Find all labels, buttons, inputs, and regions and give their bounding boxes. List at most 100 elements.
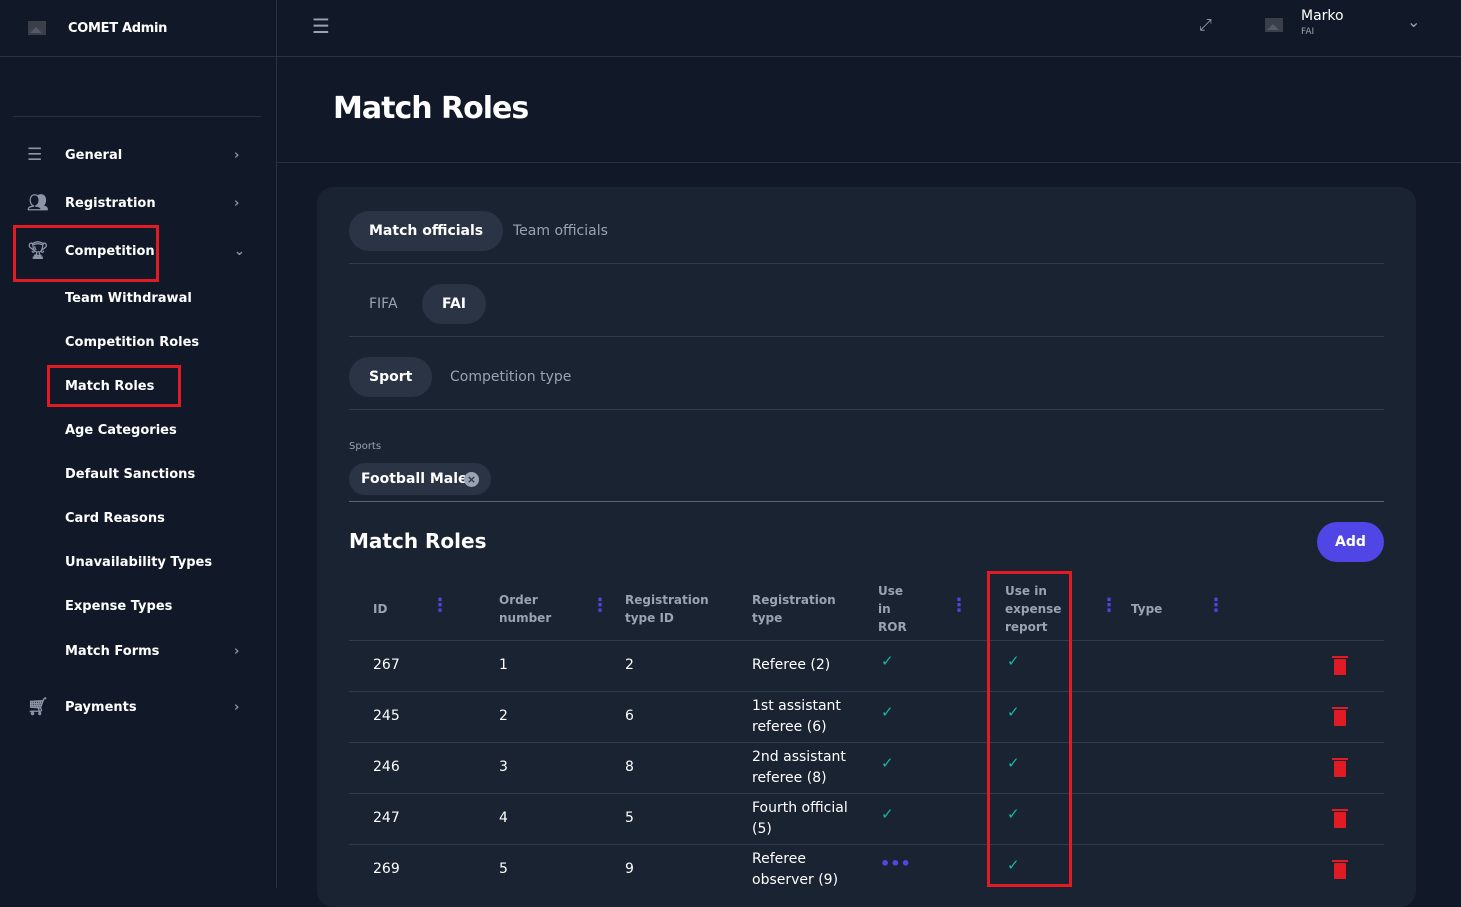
cell-reg-type-id: 2 — [625, 657, 634, 673]
close-icon[interactable]: × — [464, 471, 479, 487]
chevron-down-icon: ⌄ — [234, 243, 245, 259]
divider — [349, 409, 1384, 410]
tab-fifa[interactable]: FIFA — [369, 296, 398, 312]
top-bar: ☰ ⤢ Marko FAI ⌄ — [277, 0, 1461, 57]
user-name: Marko — [1301, 8, 1344, 24]
cell-reg-type-id: 5 — [625, 810, 634, 826]
highlight-box — [47, 365, 181, 407]
chevron-right-icon: › — [234, 699, 240, 715]
check-icon: ✓ — [881, 703, 894, 721]
sidebar-sub-unavailability-types[interactable]: Unavailability Types — [65, 555, 213, 570]
chevron-right-icon: › — [234, 195, 240, 211]
divider — [349, 263, 1384, 264]
check-icon: ✓ — [1007, 805, 1020, 823]
tab-match-officials[interactable]: Match officials — [349, 211, 504, 251]
cell-id: 269 — [373, 861, 400, 877]
cell-reg-type-id: 9 — [625, 861, 634, 877]
sidebar-sub-default-sanctions[interactable]: Default Sanctions — [65, 467, 196, 482]
sport-chip[interactable]: Football Male × — [349, 463, 491, 495]
tab-sport[interactable]: Sport — [349, 357, 433, 397]
chip-label: Football Male — [361, 471, 468, 487]
divider — [349, 742, 1384, 743]
section-title: Match Roles — [349, 529, 487, 553]
cell-reg-type-id: 8 — [625, 759, 634, 775]
tab-fai[interactable]: FAI — [422, 284, 487, 324]
check-icon: ✓ — [881, 754, 894, 772]
cell-reg-type: Referee (2) — [752, 657, 831, 673]
cell-order: 5 — [499, 861, 508, 877]
chevron-right-icon: › — [234, 643, 240, 659]
sliders-icon: ☰ — [27, 145, 43, 165]
divider — [349, 336, 1384, 337]
cell-order: 1 — [499, 657, 508, 673]
cell-reg-type-id: 6 — [625, 708, 634, 724]
highlight-box — [987, 571, 1072, 887]
cell-reg-type: 1st assistant referee (6) — [752, 698, 841, 735]
trash-icon[interactable] — [1332, 758, 1348, 777]
check-icon: ✓ — [1007, 652, 1020, 670]
cell-id: 247 — [373, 810, 400, 826]
cell-reg-type: Referee observer (9) — [752, 851, 839, 888]
cell-reg-type: 2nd assistant referee (8) — [752, 749, 846, 786]
check-icon: ✓ — [1007, 703, 1020, 721]
column-menu-icon[interactable]: ⋮ — [1207, 595, 1225, 616]
sidebar-sub-competition-roles[interactable]: Competition Roles — [65, 335, 200, 350]
sidebar-sub-age-categories[interactable]: Age Categories — [65, 423, 177, 438]
divider — [349, 793, 1384, 794]
brand: COMET Admin — [0, 0, 276, 57]
cell-id: 267 — [373, 657, 400, 673]
cell-id: 246 — [373, 759, 400, 775]
col-use-in-expense-report[interactable]: Use in expense report — [1005, 584, 1062, 634]
trash-icon[interactable] — [1332, 656, 1348, 675]
sidebar-sub-card-reasons[interactable]: Card Reasons — [65, 511, 165, 526]
fullscreen-icon[interactable]: ⤢ — [1199, 15, 1212, 34]
highlight-box — [13, 225, 159, 282]
trash-icon[interactable] — [1332, 707, 1348, 726]
sidebar-item-competition[interactable]: 🏆︎ Competition ⌄ — [27, 241, 245, 261]
chevron-down-icon[interactable]: ⌄ — [1407, 12, 1421, 31]
sidebar-item-registration[interactable]: 👥︎ Registration › — [27, 193, 240, 213]
add-button[interactable]: Add — [1317, 522, 1384, 562]
column-menu-icon[interactable]: ⋮ — [1100, 595, 1118, 616]
cell-order: 3 — [499, 759, 508, 775]
column-menu-icon[interactable]: ⋮ — [591, 595, 609, 616]
col-id[interactable]: ID — [373, 602, 388, 616]
chevron-right-icon: › — [234, 147, 240, 163]
tab-team-officials[interactable]: Team officials — [513, 223, 608, 239]
sidebar-sub-match-forms[interactable]: Match Forms › — [65, 643, 240, 659]
cell-order: 2 — [499, 708, 508, 724]
col-order-number[interactable]: Order number — [499, 593, 552, 625]
cell-id: 245 — [373, 708, 400, 724]
input-underline — [349, 501, 1384, 502]
app-title: COMET Admin — [68, 20, 168, 36]
content-card: Match officials Team officials FIFA FAI … — [317, 187, 1416, 907]
col-type[interactable]: Type — [1131, 602, 1163, 616]
trash-icon[interactable] — [1332, 860, 1348, 879]
sidebar-sub-expense-types[interactable]: Expense Types — [65, 599, 173, 614]
sidebar-sub-team-withdrawal[interactable]: Team Withdrawal — [65, 291, 192, 306]
avatar — [1265, 18, 1283, 32]
sidebar-item-general[interactable]: ☰ General › — [27, 145, 240, 165]
cell-order: 4 — [499, 810, 508, 826]
user-org: FAI — [1301, 27, 1315, 37]
users-icon: 👥︎ — [27, 193, 49, 213]
sidebar-sub-match-roles[interactable]: Match Roles — [65, 379, 155, 394]
sports-label: Sports — [349, 441, 382, 452]
sidebar: COMET Admin ☰ General › 👥︎ Registration › 🏆︎… — [0, 0, 277, 888]
trash-icon[interactable] — [1332, 809, 1348, 828]
check-icon: ✓ — [881, 805, 894, 823]
check-icon: ✓ — [1007, 754, 1020, 772]
logo-image-icon — [28, 21, 46, 35]
menu-icon[interactable]: ☰ — [312, 14, 330, 38]
sidebar-item-payments[interactable]: 🛒︎ Payments › — [27, 697, 240, 717]
divider — [13, 116, 261, 117]
tab-competition-type[interactable]: Competition type — [450, 369, 572, 385]
cell-reg-type: Fourth official (5) — [752, 800, 848, 837]
check-icon: ✓ — [1007, 856, 1020, 874]
loading-dots-icon: ••• — [880, 854, 911, 873]
col-use-in-ror[interactable]: Use in ROR — [878, 584, 907, 634]
column-menu-icon[interactable]: ⋮ — [950, 595, 968, 616]
col-registration-type[interactable]: Registration type — [752, 593, 836, 625]
col-registration-type-id[interactable]: Registration type ID — [625, 593, 709, 625]
column-menu-icon[interactable]: ⋮ — [431, 595, 449, 616]
